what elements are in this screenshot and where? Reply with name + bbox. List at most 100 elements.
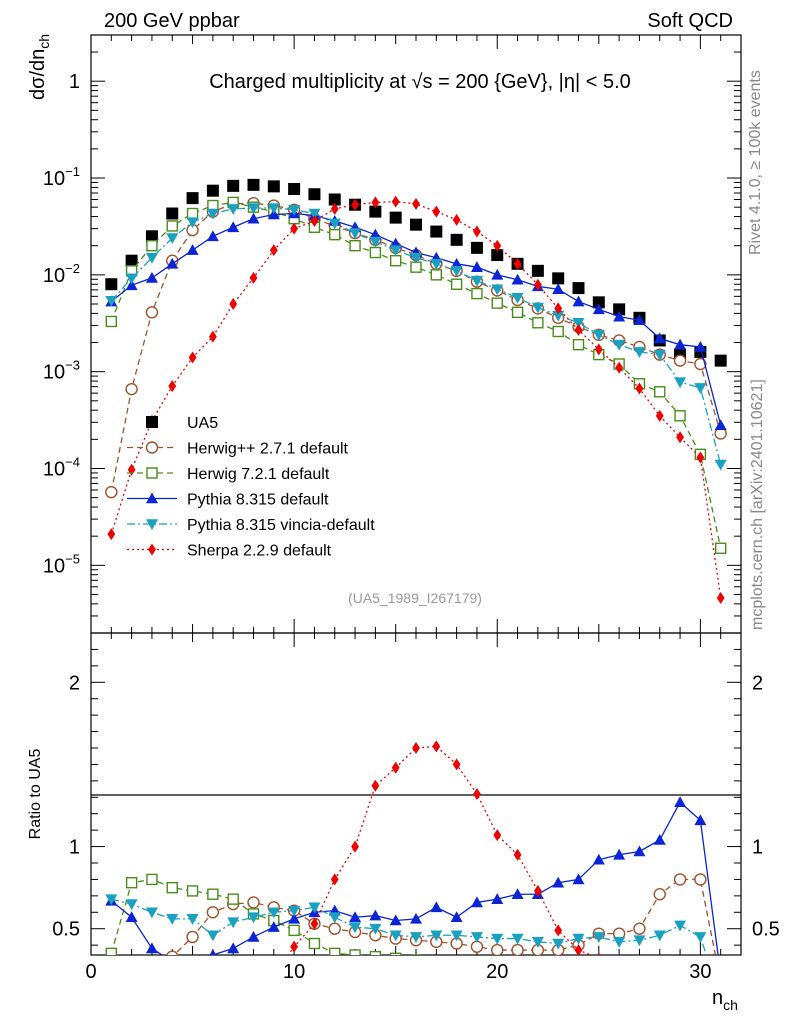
- main-point: [267, 180, 280, 193]
- ratio-point: [229, 995, 237, 1007]
- ratio-point: [694, 814, 707, 826]
- main-point: [208, 330, 217, 343]
- main-point: [592, 330, 605, 341]
- ratio-point: [554, 924, 563, 937]
- ratio-point: [145, 907, 158, 919]
- ratio-point: [227, 942, 240, 954]
- main-point: [186, 217, 199, 229]
- ratio-point: [491, 943, 504, 955]
- ratio-point: [533, 884, 542, 897]
- main-point: [653, 349, 666, 361]
- ratio-point: [410, 912, 422, 924]
- legend: UA5 Herwig++ 2.7.1 default Herwig 7.2.1 de…: [127, 415, 375, 560]
- main-point: [714, 354, 727, 367]
- main-point: [513, 257, 522, 270]
- ratio-point: [675, 965, 685, 975]
- main-point: [694, 383, 707, 394]
- ratio-point: [187, 957, 199, 968]
- main-point: [470, 261, 483, 272]
- main-axis-ticks: 10−5 10−4 10−3 10−2 10−1 1: [43, 34, 742, 634]
- main-point: [227, 204, 240, 215]
- ratio-point: [412, 742, 420, 754]
- main-point: [572, 295, 585, 307]
- ratio-point: [349, 949, 361, 955]
- ratio-point: [189, 1001, 197, 1013]
- main-point: [166, 257, 179, 269]
- main-point: [166, 207, 179, 220]
- main-point: [369, 205, 382, 218]
- ratio-point: [572, 873, 585, 885]
- legend-entry-4: Pythia 8.315 vincia-default: [127, 517, 375, 534]
- ratio-point: [656, 977, 664, 989]
- main-point: [349, 240, 361, 252]
- main-ylabel-sub: ch: [36, 34, 52, 49]
- main-point: [229, 297, 238, 310]
- ratio-y-axis-label: Ratio to UA5: [27, 749, 44, 840]
- main-point: [105, 295, 118, 307]
- ratio-point: [696, 992, 704, 1004]
- xlabel-main: n: [712, 987, 723, 1009]
- ratio-point: [328, 912, 341, 924]
- main-point: [592, 303, 605, 315]
- ratio-point: [553, 962, 563, 972]
- main-point: [552, 272, 565, 285]
- main-point: [511, 306, 524, 319]
- legend-marker: [148, 543, 156, 556]
- main-point: [288, 204, 301, 216]
- ratio-ytick-label-right: 0.5: [752, 919, 780, 941]
- main-point: [206, 208, 219, 220]
- main-point: [491, 284, 504, 296]
- ratio-point: [206, 906, 220, 919]
- main-point: [533, 278, 542, 291]
- ratio-point: [470, 940, 484, 953]
- main-point: [491, 249, 504, 262]
- ratio-point: [594, 962, 604, 972]
- main-point: [249, 271, 258, 284]
- x-tick-label: 0: [85, 961, 96, 983]
- main-point: [511, 273, 524, 285]
- ratio-point: [227, 893, 239, 905]
- main-point: [694, 357, 707, 371]
- ratio-point: [125, 911, 138, 923]
- main-point: [247, 178, 260, 191]
- main-ylabel-main: dσ/dn: [27, 49, 49, 100]
- ratio-point: [247, 912, 260, 924]
- main-point: [308, 208, 321, 220]
- ratio-point: [209, 949, 217, 955]
- main-point: [410, 218, 422, 231]
- chart-title: Charged multiplicity at √s = 200 {GeV}, …: [209, 71, 631, 93]
- ratio-point: [166, 956, 178, 967]
- ratio-point: [310, 917, 319, 930]
- ratio-point: [125, 899, 138, 911]
- ratio-point: [552, 938, 565, 950]
- legend-label: Pythia 8.315 vincia-default: [187, 517, 375, 534]
- ratio-ytick-label: 2: [69, 672, 80, 694]
- main-point: [552, 283, 565, 295]
- main-point: [369, 228, 382, 240]
- ratio-point: [452, 957, 462, 967]
- main-point: [674, 338, 687, 350]
- main-point: [592, 296, 605, 309]
- main-point: [594, 343, 603, 356]
- main-point: [554, 302, 563, 315]
- ratio-point: [572, 933, 585, 945]
- main-point: [552, 310, 565, 322]
- main-point: [186, 207, 199, 220]
- main-point: [186, 192, 199, 205]
- main-point: [227, 221, 240, 233]
- ratio-point: [168, 1002, 176, 1014]
- ratio-point: [633, 922, 646, 935]
- analysis-id: (UA5_1989_I267179): [348, 590, 482, 606]
- ratio-frame: [90, 632, 742, 956]
- main-point: [125, 273, 138, 285]
- main-point: [676, 431, 684, 444]
- ratio-point: [247, 930, 260, 942]
- main-series-5: [107, 195, 725, 604]
- ratio-point: [288, 912, 301, 924]
- ratio-point: [613, 848, 626, 860]
- main-point: [633, 314, 646, 326]
- main-point: [696, 451, 705, 464]
- ratio-point: [676, 982, 684, 994]
- main-point: [572, 338, 585, 351]
- ratio-point: [351, 840, 359, 853]
